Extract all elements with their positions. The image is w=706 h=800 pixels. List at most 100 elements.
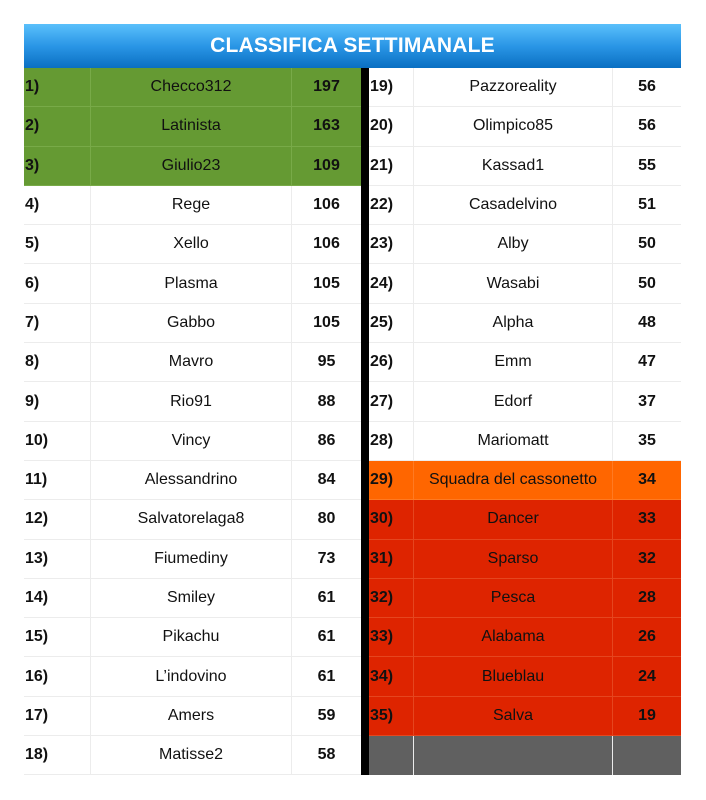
player-name-cell: Kassad1 (414, 146, 613, 185)
table-row: 12) Salvatorelaga8 80 (24, 500, 361, 540)
player-name-cell: Plasma (91, 264, 292, 303)
table-row: 15) Pikachu 61 (24, 618, 361, 658)
table-row: 1) Checco312 197 (24, 68, 361, 108)
player-name-cell (414, 736, 613, 776)
player-name-cell: Matisse2 (91, 736, 292, 775)
table-row: 10) Vincy 86 (24, 421, 361, 461)
table-row: 34) Blueblau 24 (369, 657, 681, 697)
score-cell: 84 (317, 471, 336, 489)
table-row: 20) Olimpico85 56 (369, 107, 681, 147)
score-cell: 51 (638, 196, 656, 214)
score-cell: 50 (638, 274, 656, 292)
player-name-cell: Checco312 (91, 68, 292, 107)
rank-cell: 6) (24, 264, 91, 303)
score-cell: 73 (317, 549, 336, 567)
score-cell: 61 (317, 628, 336, 646)
standings-right-column: 19) Pazzoreality 56 20) Olimpico85 56 21) Kassa… (369, 68, 681, 776)
column-divider (361, 68, 369, 776)
score-cell: 105 (313, 274, 340, 292)
table-row: 24) Wasabi 50 (369, 264, 681, 304)
player-name-cell: Latinista (91, 107, 292, 146)
rank-cell: 1) (24, 68, 91, 107)
rank-cell: 14) (24, 578, 91, 618)
rank-cell: 16) (24, 657, 91, 696)
player-name-cell: Amers (91, 696, 292, 736)
player-name-cell: Squadra del cassonetto (414, 460, 613, 500)
rank-cell: 30) (369, 500, 414, 539)
rank-cell: 19) (369, 68, 414, 107)
table-row: 30) Dancer 33 (369, 500, 681, 540)
player-name-cell: Blueblau (414, 657, 613, 696)
table-row: 31) Sparso 32 (369, 539, 681, 579)
score-cell: 86 (317, 431, 336, 449)
score-cell: 106 (313, 235, 340, 253)
score-cell: 88 (317, 392, 336, 410)
rank-cell: 29) (369, 460, 414, 500)
rank-cell: 26) (369, 343, 414, 382)
table-row: 16) L’indovino 61 (24, 657, 361, 697)
rank-cell: 18) (24, 736, 91, 775)
rank-cell: 8) (24, 343, 91, 382)
player-name-cell: Sparso (414, 539, 613, 578)
rank-cell: 9) (24, 382, 91, 421)
rank-cell: 22) (369, 185, 414, 225)
score-cell: 28 (638, 589, 656, 606)
player-name-cell: Mavro (91, 343, 292, 382)
table-row: 2) Latinista 163 (24, 107, 361, 147)
table-row: 22) Casadelvino 51 (369, 185, 681, 226)
score-cell: 105 (313, 313, 340, 331)
player-name-cell: Rege (91, 185, 292, 225)
table-row: 9) Rio91 88 (24, 382, 361, 422)
player-name-cell: Gabbo (91, 303, 292, 343)
table-row: 28) Mariomatt 35 (369, 421, 681, 461)
rank-cell: 21) (369, 146, 414, 185)
score-cell (613, 736, 681, 775)
score-cell: 61 (317, 667, 336, 685)
player-name-cell: Smiley (91, 578, 292, 618)
rank-cell: 3) (24, 146, 91, 185)
player-name-cell: Giulio23 (91, 146, 292, 185)
score-cell: 56 (638, 117, 656, 135)
table-row: 26) Emm 47 (369, 343, 681, 383)
score-cell: 106 (313, 196, 340, 214)
table-row: 7) Gabbo 105 (24, 303, 361, 344)
player-name-cell: Pazzoreality (414, 68, 613, 107)
rank-cell: 33) (369, 618, 414, 657)
player-name-cell: Dancer (414, 500, 613, 539)
rank-cell: 27) (369, 382, 414, 421)
score-cell: 33 (638, 510, 656, 528)
player-name-cell: Olimpico85 (414, 107, 613, 146)
score-cell: 61 (317, 589, 336, 606)
score-cell: 109 (313, 156, 340, 174)
table-row: 4) Rege 106 (24, 185, 361, 226)
score-cell: 37 (638, 392, 656, 410)
score-cell: 26 (638, 628, 656, 646)
rank-cell: 5) (24, 225, 91, 264)
score-cell: 48 (638, 313, 656, 331)
player-name-cell: Pikachu (91, 618, 292, 657)
player-name-cell: Edorf (414, 382, 613, 421)
player-name-cell: Salva (414, 696, 613, 736)
rank-cell: 28) (369, 421, 414, 460)
table-row: 19) Pazzoreality 56 (369, 68, 681, 108)
player-name-cell: Salvatorelaga8 (91, 500, 292, 539)
rank-cell: 11) (24, 460, 91, 500)
rank-cell: 31) (369, 539, 414, 578)
table-row: 17) Amers 59 (24, 696, 361, 737)
player-name-cell: Pesca (414, 578, 613, 618)
rank-cell: 32) (369, 578, 414, 618)
rank-cell: 7) (24, 303, 91, 343)
table-row: 27) Edorf 37 (369, 382, 681, 422)
rank-cell: 12) (24, 500, 91, 539)
table-row: 18) Matisse2 58 (24, 736, 361, 776)
player-name-cell: Alessandrino (91, 460, 292, 500)
table-row: 32) Pesca 28 (369, 578, 681, 619)
score-cell: 197 (313, 78, 340, 96)
table-row: 13) Fiumediny 73 (24, 539, 361, 579)
score-cell: 55 (638, 156, 656, 174)
leaderboard: CLASSIFICA SETTIMANALE 1) Checco312 197 2) L… (24, 24, 681, 776)
rank-cell: 23) (369, 225, 414, 264)
player-name-cell: Vincy (91, 421, 292, 460)
rank-cell: 20) (369, 107, 414, 146)
rank-cell: 15) (24, 618, 91, 657)
